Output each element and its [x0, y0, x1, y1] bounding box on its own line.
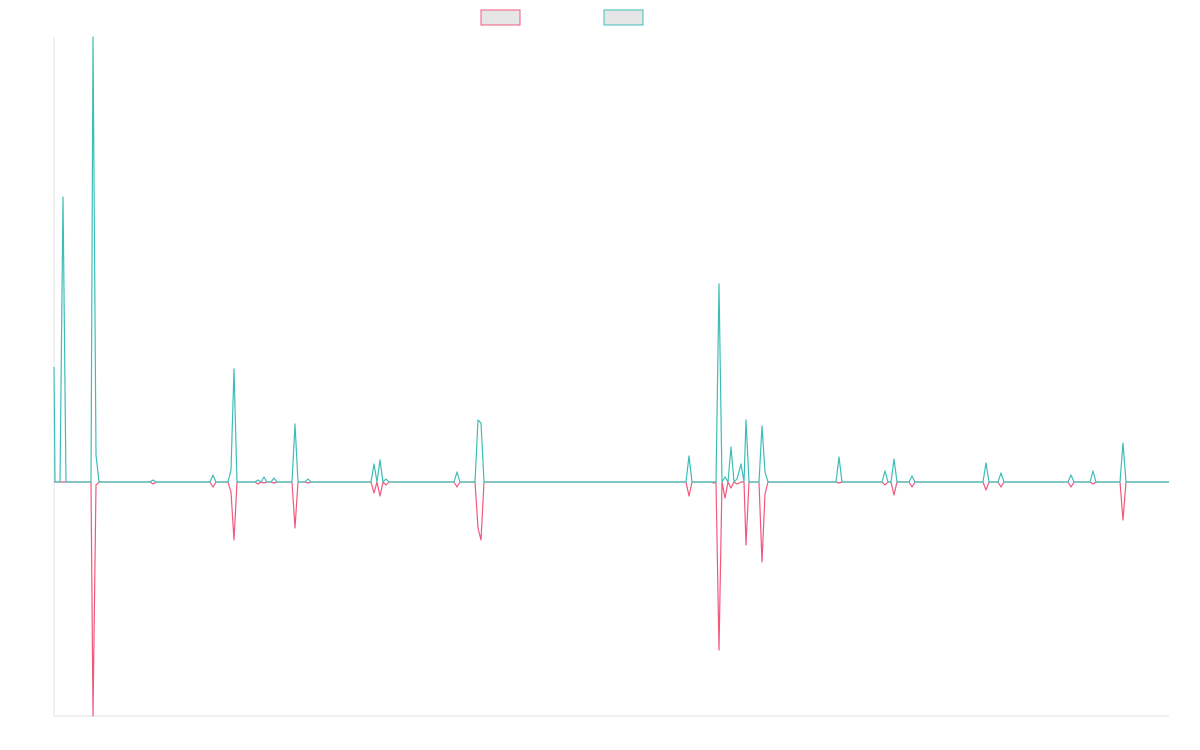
series-line [54, 481, 1169, 717]
legend-swatch [603, 9, 644, 26]
legend-swatch [480, 9, 521, 26]
series-line [53, 36, 1169, 483]
